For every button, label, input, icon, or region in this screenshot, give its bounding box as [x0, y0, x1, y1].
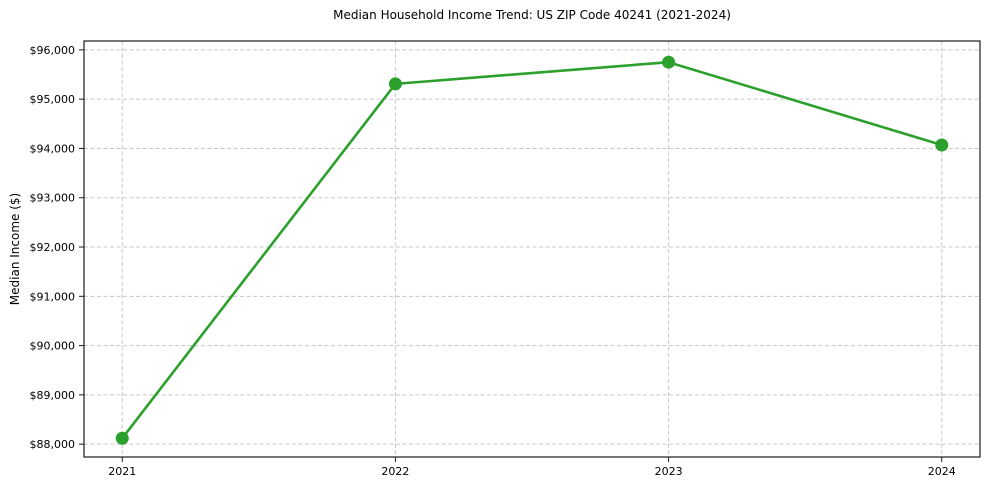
- series-line: [120, 60, 944, 440]
- data-point: [662, 55, 676, 69]
- data-point: [935, 138, 949, 152]
- y-tick-label: $93,000: [30, 192, 76, 205]
- plot-border: [83, 40, 981, 458]
- y-tick-label: $89,000: [30, 389, 76, 402]
- chart-title: Median Household Income Trend: US ZIP Co…: [333, 8, 731, 22]
- x-tick-label: 2021: [108, 465, 136, 478]
- data-point: [115, 431, 129, 445]
- y-tick-label: $88,000: [30, 438, 76, 451]
- x-tick-label: 2024: [928, 465, 956, 478]
- y-tick-label: $96,000: [30, 44, 76, 57]
- y-tick-label: $90,000: [30, 340, 76, 353]
- data-point: [388, 77, 402, 91]
- y-tick-label: $94,000: [30, 142, 76, 155]
- y-tick-label: $92,000: [30, 241, 76, 254]
- y-tick-label: $95,000: [30, 93, 76, 106]
- x-tick-label: 2023: [655, 465, 683, 478]
- y-tick-label: $91,000: [30, 290, 76, 303]
- x-tick-label: 2022: [381, 465, 409, 478]
